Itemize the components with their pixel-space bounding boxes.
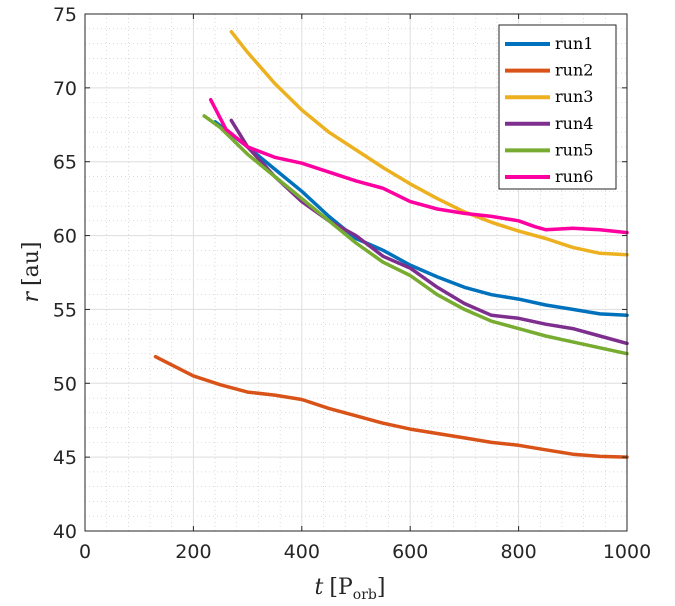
x-tick-label: 200 — [175, 541, 211, 563]
x-tick-label: 400 — [284, 541, 320, 563]
y-tick-label: 50 — [53, 373, 77, 395]
x-tick-label: 600 — [392, 541, 428, 563]
y-tick-label: 65 — [53, 152, 77, 174]
legend-label-run4: run4 — [555, 114, 593, 133]
series-line-run5 — [202, 114, 629, 356]
x-tick-label: 800 — [500, 541, 536, 563]
x-axis-label: t [Porb] — [315, 575, 386, 603]
y-axis-label: r[au] — [19, 241, 44, 302]
series-line-run1 — [213, 120, 629, 318]
legend: run1 run2 run3 run4 run5 run6 — [498, 24, 617, 190]
legend-label-run3: run3 — [555, 87, 593, 106]
series-layer — [153, 29, 629, 459]
series-line-run2 — [153, 354, 629, 459]
legend-label-run6: run6 — [555, 167, 593, 186]
legend-label-run5: run5 — [555, 140, 593, 159]
x-tick-labels: 0 200 400 600 800 1000 — [79, 541, 651, 563]
y-tick-label: 55 — [53, 299, 77, 321]
y-tick-label: 60 — [53, 226, 77, 248]
series-line-run3 — [229, 29, 629, 257]
x-tick-label: 0 — [79, 541, 91, 563]
legend-label-run1: run1 — [555, 34, 593, 53]
axis-ticks — [84, 13, 628, 532]
y-tick-label: 45 — [53, 447, 77, 469]
x-tick-label: 1000 — [603, 541, 651, 563]
legend-box — [498, 24, 617, 190]
y-tick-label: 75 — [53, 4, 77, 26]
y-tick-label: 40 — [53, 521, 77, 543]
y-tick-labels: 40 45 50 55 60 65 70 75 — [53, 4, 77, 543]
plot-frame — [84, 13, 628, 532]
y-tick-label: 70 — [53, 78, 77, 100]
legend-label-run2: run2 — [555, 61, 593, 80]
series-line-run6 — [208, 97, 629, 235]
